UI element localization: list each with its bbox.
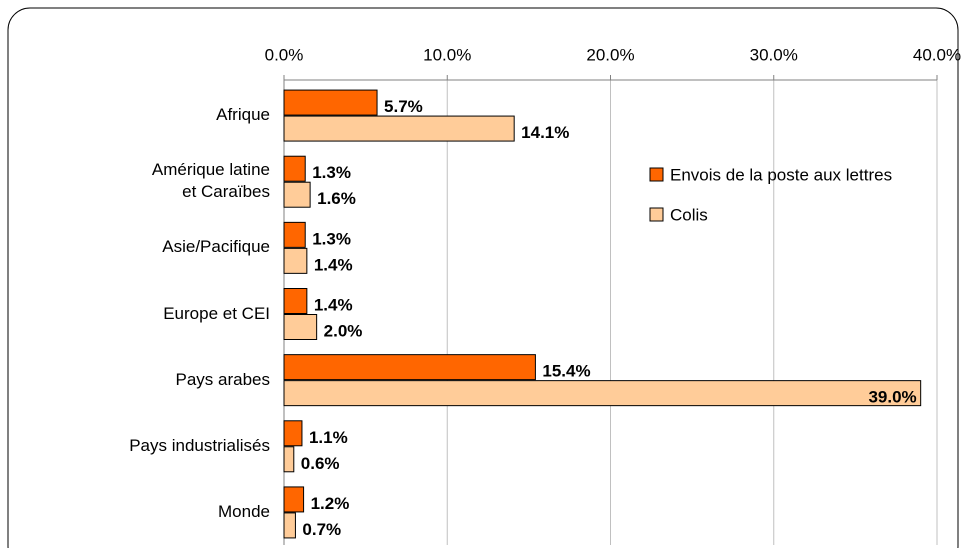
- x-tick-label: 20.0%: [586, 45, 634, 64]
- data-label: 2.0%: [324, 321, 363, 340]
- bar: [283, 247, 308, 274]
- y-tick-label: Europe et CEI: [163, 303, 270, 323]
- data-label: 1.3%: [312, 163, 351, 182]
- y-tick-label: Pays arabes: [175, 369, 271, 389]
- data-label: 0.7%: [302, 520, 341, 539]
- x-tick-label: 30.0%: [750, 45, 798, 64]
- bar: [283, 89, 378, 116]
- data-label: 5.7%: [384, 97, 423, 116]
- data-label: 1.6%: [317, 189, 356, 208]
- legend-label: Envois de la poste aux lettres: [670, 165, 892, 184]
- legend-swatch: [649, 167, 664, 182]
- bar: [283, 486, 305, 513]
- data-label: 15.4%: [542, 362, 590, 381]
- y-tick-label: Afrique: [216, 105, 270, 125]
- data-label: 1.1%: [309, 428, 348, 447]
- x-tick-label: 10.0%: [423, 45, 471, 64]
- data-label: 1.2%: [311, 494, 350, 513]
- legend-swatch: [649, 207, 664, 222]
- bar: [283, 512, 296, 539]
- bar: [283, 288, 308, 314]
- x-tick-label: 0.0%: [265, 45, 304, 64]
- bar: [283, 380, 922, 407]
- y-tick-label: Monde: [218, 501, 270, 521]
- data-label: 1.3%: [312, 229, 351, 248]
- y-tick-label: Asie/Pacifique: [162, 237, 270, 257]
- chart-border: [7, 7, 959, 548]
- x-tick-label: 40.0%: [913, 45, 961, 64]
- bar: [283, 314, 318, 340]
- bar: [283, 420, 303, 447]
- data-label: 0.6%: [301, 454, 340, 473]
- bar: [283, 115, 515, 142]
- bar: [283, 446, 295, 473]
- data-label: 1.4%: [314, 295, 353, 314]
- bar: [283, 155, 306, 182]
- data-label: 39.0%: [868, 388, 916, 407]
- y-tick-label: Amérique latine et Caraïbes: [151, 160, 270, 202]
- bar: [283, 354, 536, 381]
- bar: [283, 181, 311, 208]
- bar: [283, 221, 306, 248]
- legend-label: Colis: [670, 205, 708, 224]
- y-tick-label: Pays industrialisés: [129, 435, 270, 455]
- data-label: 1.4%: [314, 255, 353, 274]
- data-label: 14.1%: [521, 123, 569, 142]
